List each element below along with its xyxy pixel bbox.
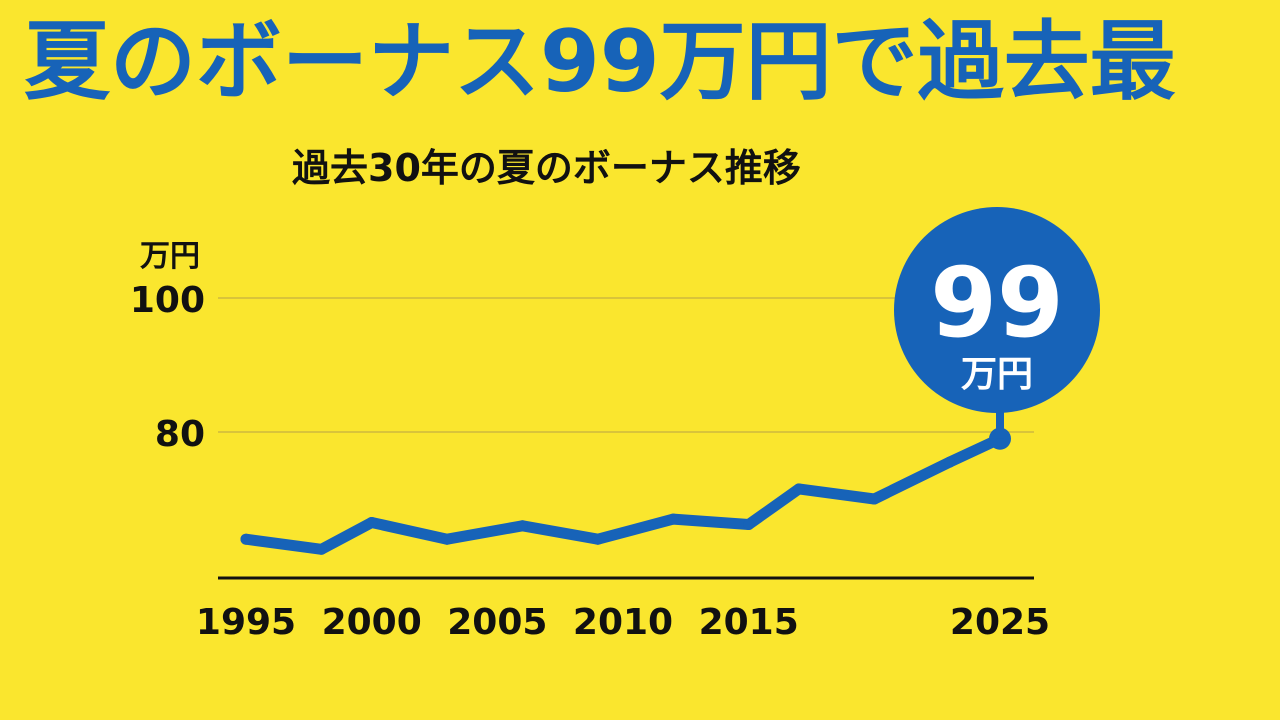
y-axis-ticks: 80 100 xyxy=(130,280,205,455)
data-point xyxy=(315,543,327,555)
data-point xyxy=(743,518,755,530)
data-point xyxy=(516,520,528,532)
series-line xyxy=(240,433,1006,555)
data-point xyxy=(240,533,252,545)
x-tick-label: 2005 xyxy=(447,602,547,643)
y-axis-unit-label: 万円 xyxy=(140,239,200,274)
x-tick-label: 2000 xyxy=(322,602,422,643)
x-tick-label: 2010 xyxy=(573,602,673,643)
data-point xyxy=(366,516,378,528)
callout-value: 99 xyxy=(930,247,1064,359)
data-point xyxy=(592,533,604,545)
y-tick-label: 80 xyxy=(155,414,205,455)
data-point xyxy=(441,533,453,545)
x-tick-label: 2025 xyxy=(950,602,1050,643)
x-axis-ticks: 1995 2000 2005 2010 2015 2025 xyxy=(196,602,1050,643)
x-tick-label: 1995 xyxy=(196,602,296,643)
callout-unit: 万円 xyxy=(961,354,1033,395)
y-tick-label: 100 xyxy=(130,280,205,321)
data-point xyxy=(944,456,956,468)
peak-callout: 99 万円 xyxy=(894,207,1100,439)
series-layer xyxy=(240,427,1011,555)
callout-bubble xyxy=(894,207,1100,413)
headline: 夏のボーナス99万円で過去最 xyxy=(24,12,1176,112)
data-point xyxy=(667,513,679,525)
data-point xyxy=(793,483,805,495)
data-point xyxy=(868,493,880,505)
chart-title: 過去30年の夏のボーナス推移 xyxy=(292,146,801,190)
x-tick-label: 2015 xyxy=(699,602,799,643)
